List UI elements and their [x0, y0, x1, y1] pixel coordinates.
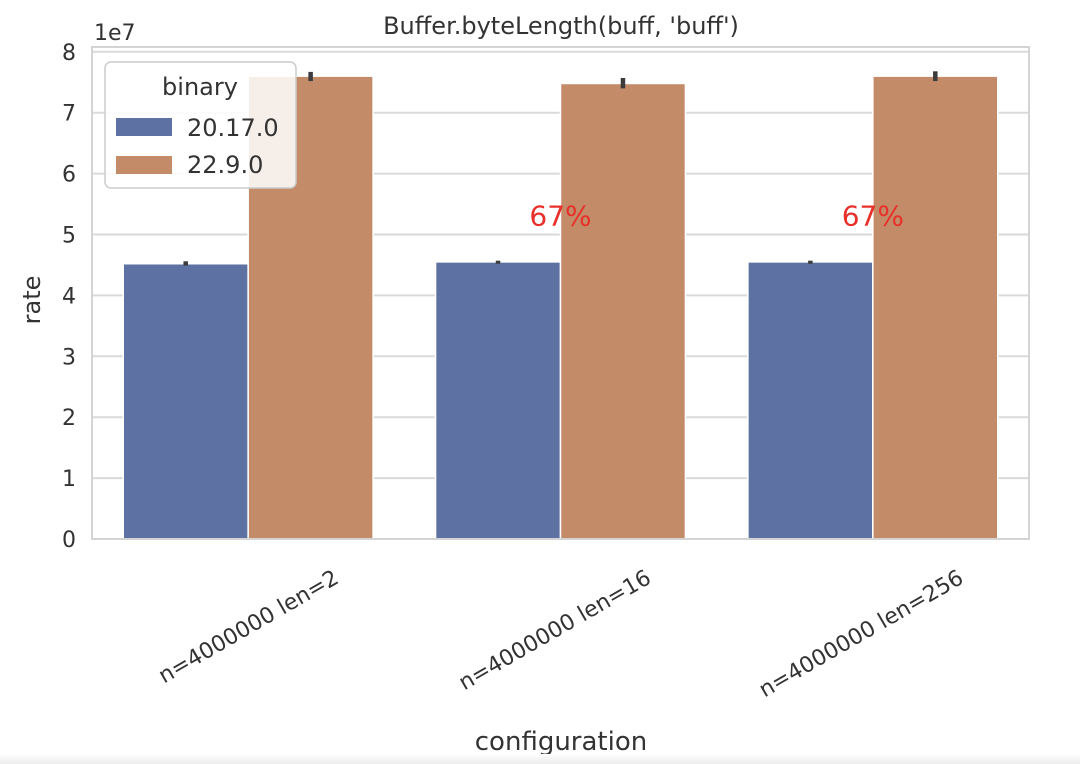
bar-22-9-0-n-4000000-len-256 [872, 75, 999, 540]
y-tick-labels: 0 1 2 3 4 5 6 7 8 [62, 41, 76, 553]
annotation-n-4000000-len-256: 67% [842, 199, 904, 232]
bottom-fade [0, 754, 1080, 764]
bar-20-17-0-n-4000000-len-16 [434, 261, 562, 540]
chart-title: Buffer.byteLength(buff, 'buff') [383, 12, 739, 40]
bar-22-9-0-n-4000000-len-16 [559, 82, 687, 540]
legend-swatch-22-9-0 [116, 156, 172, 174]
x-tick-labels: n=4000000 len=2 n=4000000 len=16 n=4000000… [155, 566, 968, 703]
legend-swatch-20-17-0 [116, 118, 172, 136]
y-tick-label-5: 5 [62, 224, 76, 249]
x-tick-label-n-4000000-len-16: n=4000000 len=16 [455, 566, 656, 696]
y-tick-label-1: 1 [62, 467, 76, 492]
legend-label-20-17-0: 20.17.0 [187, 114, 279, 142]
y-tick-label-0: 0 [62, 528, 76, 553]
annotations: 67% 67% [529, 199, 904, 232]
y-tick-label-3: 3 [62, 345, 76, 370]
y-tick-label-7: 7 [62, 102, 76, 127]
x-axis-label: configuration [475, 727, 647, 757]
legend: binary 20.17.0 22.9.0 [104, 61, 297, 189]
y-tick-label-8: 8 [62, 41, 76, 66]
y-tick-label-6: 6 [62, 163, 76, 188]
annotation-n-4000000-len-16: 67% [529, 199, 591, 232]
legend-title: binary [162, 73, 238, 101]
y-axis-label: rate [18, 276, 46, 325]
x-tick-label-n-4000000-len-256: n=4000000 len=256 [755, 566, 968, 703]
y-multiplier-label: 1e7 [94, 21, 136, 46]
plot-frame [91, 46, 1030, 540]
x-tick-label-n-4000000-len-2: n=4000000 len=2 [155, 566, 344, 689]
y-tick-label-4: 4 [62, 284, 76, 309]
y-tick-label-2: 2 [62, 406, 76, 431]
bar-20-17-0-n-4000000-len-256 [747, 261, 874, 540]
legend-label-22-9-0: 22.9.0 [187, 151, 263, 179]
error-bars [183, 71, 938, 266]
bar-20-17-0-n-4000000-len-2 [122, 262, 249, 540]
